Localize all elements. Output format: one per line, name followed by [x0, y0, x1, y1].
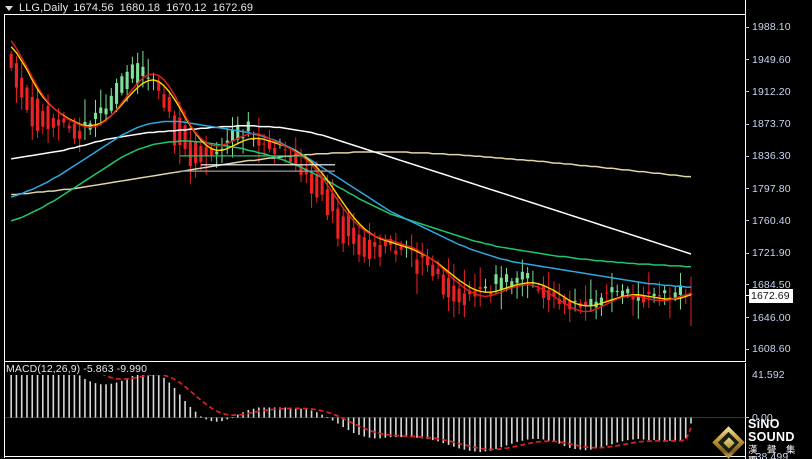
- price-tick-label: 1988.10: [752, 21, 791, 34]
- quote-open: 1674.56: [73, 2, 114, 14]
- tick-mark: [745, 91, 749, 93]
- macd-tick: -38.499: [745, 451, 788, 459]
- macd-tick-label: 0.00: [752, 411, 773, 424]
- symbol-label: LLG,Daily: [19, 2, 69, 14]
- price-tick: 1646.00: [745, 312, 791, 324]
- macd-pane-bottom-border: [4, 456, 746, 457]
- price-tick-label: 1608.60: [752, 343, 791, 356]
- tick-mark: [745, 375, 749, 376]
- macd-tick-label: 41.592: [752, 369, 785, 381]
- tick-mark: [745, 295, 749, 296]
- price-axis[interactable]: 1988.10 1949.60 1912.20 1873.70 1836.30 1797.…: [745, 0, 812, 362]
- chevron-down-icon[interactable]: [5, 5, 13, 11]
- watermark-text: SiNO SOUND 漢 聲 集 團: [748, 418, 812, 459]
- tick-mark: [745, 155, 749, 157]
- macd-chart-svg: [5, 375, 745, 453]
- price-tick: 1797.80: [745, 183, 791, 195]
- tick-mark: [745, 317, 749, 319]
- macd-tick-label: -38.499: [752, 451, 789, 459]
- macd-pane-top-border: [4, 361, 746, 362]
- price-tick: 1608.60: [745, 343, 791, 355]
- price-tick: 1721.90: [745, 247, 791, 259]
- tick-mark: [745, 348, 749, 350]
- price-tick-label: 1873.70: [752, 118, 791, 131]
- price-plot-area[interactable]: [5, 17, 745, 361]
- symbol-header[interactable]: LLG,Daily 1674.56 1680.18 1670.12 1672.6…: [5, 1, 253, 15]
- watermark-english: SiNO SOUND: [748, 417, 795, 444]
- price-tick-label: 1721.90: [752, 247, 791, 260]
- price-tick-label: 1797.80: [752, 182, 791, 195]
- tick-mark: [745, 26, 749, 28]
- price-chart-svg: [9, 40, 693, 327]
- quote-close: 1672.69: [212, 2, 254, 14]
- price-tick: 1912.20: [745, 86, 791, 98]
- price-tick-label: 1646.00: [752, 311, 791, 324]
- price-tick: 1684.50: [745, 279, 791, 291]
- watermark-chinese: 漢 聲 集 團: [748, 445, 799, 459]
- price-pane-left-border: [4, 14, 5, 362]
- price-pane[interactable]: LLG,Daily 1674.56 1680.18 1670.12 1672.6…: [0, 0, 812, 362]
- price-tick: 1760.40: [745, 215, 791, 227]
- macd-pane-left-border: [4, 361, 5, 458]
- price-tick-label: 1949.60: [752, 53, 791, 66]
- quote-high: 1680.18: [119, 2, 161, 14]
- macd-title: MACD(12,26,9) -5.863 -9.990: [6, 363, 148, 375]
- macd-plot-area[interactable]: [5, 375, 745, 457]
- price-tick: 1949.60: [745, 54, 791, 66]
- macd-axis-line: [745, 363, 746, 459]
- tick-mark: [745, 188, 749, 190]
- tick-mark: [745, 59, 749, 61]
- diamond-logo-icon: [712, 426, 745, 459]
- macd-tick: 0.00: [745, 412, 773, 424]
- price-axis-line: [745, 0, 746, 362]
- price-tick-label: 1912.20: [752, 85, 791, 98]
- tick-mark: [745, 417, 749, 419]
- tick-mark: [745, 284, 749, 286]
- tick-mark: [745, 252, 749, 254]
- quote-low: 1670.12: [166, 2, 207, 14]
- tick-mark: [745, 220, 749, 221]
- macd-header: MACD(12,26,9) -5.863 -9.990: [6, 363, 147, 375]
- price-tick-label: 1760.40: [752, 214, 791, 227]
- macd-pane[interactable]: MACD(12,26,9) -5.863 -9.990: [0, 361, 812, 459]
- price-tick: 1988.10: [745, 21, 791, 33]
- price-pane-top-border: [4, 14, 746, 15]
- price-tick: 1836.30: [745, 150, 791, 162]
- price-tick-label: 1836.30: [752, 150, 791, 163]
- tick-mark: [745, 123, 749, 125]
- ohlc-quotes: 1674.56 1680.18 1670.12 1672.69: [73, 2, 253, 14]
- current-price-text: 1672.69: [749, 288, 793, 303]
- current-price-label: 1672.69: [745, 288, 793, 303]
- price-tick: 1873.70: [745, 118, 791, 130]
- macd-tick: 41.592: [745, 369, 785, 381]
- price-tick-label: 1684.50: [752, 278, 791, 291]
- macd-axis[interactable]: 41.592 0.00 -38.499: [745, 363, 812, 459]
- watermark-logo: SiNO SOUND 漢 聲 集 團: [712, 418, 812, 459]
